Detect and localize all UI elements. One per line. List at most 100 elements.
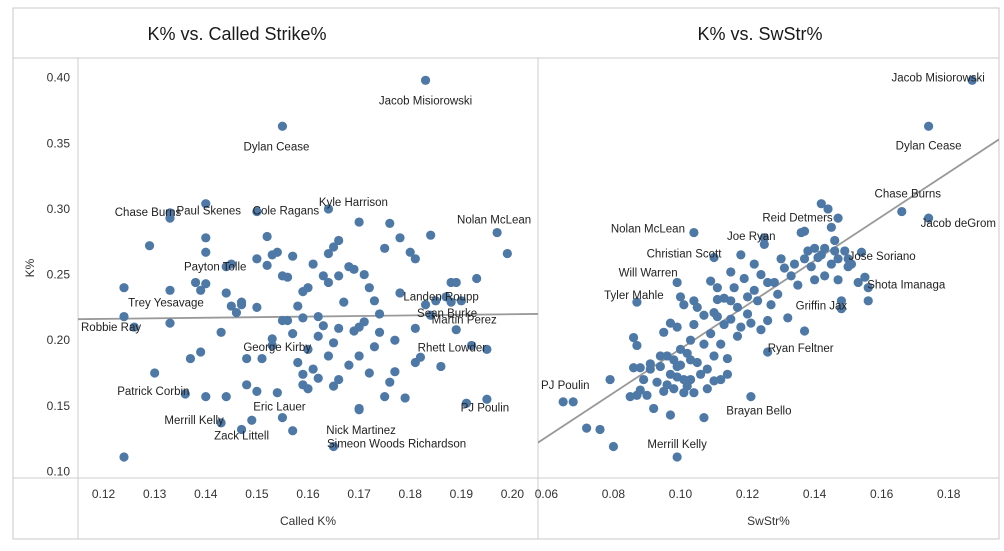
data-point <box>298 313 308 323</box>
data-point <box>766 300 776 310</box>
data-point <box>632 340 642 351</box>
data-point <box>783 313 793 323</box>
data-point <box>359 317 369 327</box>
data-point <box>119 283 129 293</box>
data-point <box>739 273 749 284</box>
point-label: Kyle Harrison <box>319 197 388 209</box>
point-label: Christian Scott <box>647 249 723 261</box>
data-point <box>262 231 272 242</box>
data-point <box>165 285 175 295</box>
data-point <box>252 206 262 217</box>
point-label: George Kirby <box>243 342 311 354</box>
data-point <box>129 322 139 332</box>
data-point <box>789 259 800 269</box>
data-point <box>380 243 390 253</box>
point-label: Merrill Kelly <box>164 415 224 427</box>
data-point <box>685 374 696 385</box>
point-label: Martin Perez <box>432 315 497 327</box>
point-label: Rhett Lowder <box>418 342 487 354</box>
point-label: Patrick Corbin <box>117 386 189 398</box>
x-axis-ticks: 0.12 0.13 0.14 0.15 0.16 0.17 0.18 0.19 0.20 <box>92 487 525 501</box>
data-point <box>119 452 129 462</box>
data-point <box>323 204 334 214</box>
data-point <box>323 277 334 288</box>
point-label: Merrill Kelly <box>647 439 707 451</box>
data-point <box>756 269 766 280</box>
data-point <box>726 314 736 324</box>
x-tick-label: 0.15 <box>245 487 269 501</box>
point-label: Joe Ryan <box>727 231 776 243</box>
point-label: Chase Burns <box>115 207 182 219</box>
data-point <box>451 325 461 335</box>
chart-frame <box>12 7 1000 540</box>
data-point <box>303 384 313 394</box>
data-point <box>746 318 756 328</box>
data-point <box>635 363 645 373</box>
data-point <box>642 390 652 400</box>
data-point <box>897 206 907 217</box>
data-point <box>833 254 843 264</box>
data-point <box>328 381 339 391</box>
data-point <box>712 283 722 293</box>
data-point <box>689 319 699 330</box>
data-point <box>395 233 405 243</box>
y-tick-label: 0.30 <box>47 202 71 216</box>
data-point <box>410 254 420 264</box>
data-point <box>722 353 733 364</box>
data-point <box>216 418 226 428</box>
data-point <box>364 368 374 378</box>
data-point <box>746 392 756 402</box>
x-tick-label: 0.12 <box>736 487 760 501</box>
data-point <box>364 283 374 293</box>
data-point <box>709 351 719 361</box>
data-point <box>400 393 410 403</box>
data-point <box>759 233 769 243</box>
x-axis-ticks: 0.06 0.08 0.10 0.12 0.14 0.16 0.18 <box>535 487 961 501</box>
panel-k-vs-called-strike: K% vs. Called Strike%0.12 0.13 0.14 0.15 0.1… <box>23 24 538 528</box>
point-label: Robbie Ray <box>81 322 141 334</box>
data-point <box>344 360 354 370</box>
panel-title: K% vs. SwStr% <box>697 24 822 44</box>
point-labels: Jacob Misiorowski Dylan Cease Chase Burns J… <box>541 72 996 451</box>
point-label: Tyler Mahle <box>604 290 663 302</box>
data-point <box>692 357 702 368</box>
data-point <box>709 252 719 263</box>
data-point <box>323 351 334 361</box>
data-point <box>369 296 380 306</box>
data-point <box>339 297 349 307</box>
trend-line <box>538 138 999 444</box>
data-point <box>843 254 853 264</box>
data-point <box>716 374 726 385</box>
data-point <box>722 369 733 379</box>
x-tick-label: 0.19 <box>450 487 474 501</box>
data-point <box>415 352 426 362</box>
data-point <box>749 259 759 269</box>
y-axis-label: K% <box>23 258 37 277</box>
point-label: Jacob deGrom <box>921 218 996 230</box>
data-point <box>558 397 568 407</box>
x-tick-label: 0.06 <box>535 487 559 501</box>
data-point <box>820 271 830 281</box>
x-axis-label: SwStr% <box>747 514 790 528</box>
data-point <box>242 353 252 364</box>
data-point <box>313 373 323 383</box>
data-point <box>689 227 699 238</box>
data-point <box>420 75 431 85</box>
data-point <box>426 310 436 320</box>
data-point <box>334 235 344 246</box>
point-label: Brayan Bello <box>726 406 791 418</box>
data-point <box>196 347 206 357</box>
x-tick-label: 0.13 <box>143 487 167 501</box>
data-point <box>456 296 466 306</box>
data-point <box>201 233 211 243</box>
x-tick-label: 0.14 <box>803 487 827 501</box>
x-tick-label: 0.12 <box>92 487 116 501</box>
data-point <box>836 296 847 306</box>
data-point <box>699 339 709 349</box>
data-point <box>786 271 796 281</box>
data-point <box>816 199 826 209</box>
data-point <box>823 204 833 214</box>
data-point <box>672 452 682 462</box>
data-point <box>702 384 712 394</box>
